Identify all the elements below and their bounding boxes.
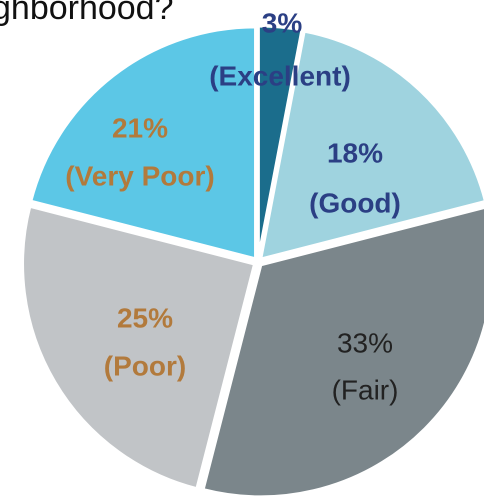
value-label: 18% xyxy=(327,137,383,168)
pie-slice xyxy=(256,24,304,259)
value-label: 21% xyxy=(112,112,168,143)
category-label: (Very Poor) xyxy=(65,160,214,191)
category-label: (Good) xyxy=(309,187,401,218)
value-label: 33% xyxy=(337,327,393,358)
category-label: (Excellent) xyxy=(209,60,351,91)
value-label: 3% xyxy=(262,7,303,38)
pie-slice xyxy=(258,29,484,262)
pie-slice xyxy=(21,204,257,491)
pie-slice xyxy=(29,25,258,261)
value-label: 25% xyxy=(117,302,173,333)
chart-title: ghborhood? xyxy=(0,0,174,27)
category-label: (Poor) xyxy=(104,350,186,381)
category-label: (Fair) xyxy=(332,374,399,405)
pie-slice xyxy=(201,205,484,499)
